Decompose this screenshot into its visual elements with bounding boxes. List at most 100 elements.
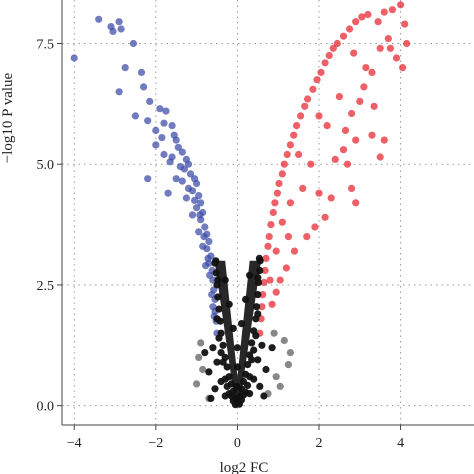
data-point-up [280,160,288,168]
data-point-down [160,150,168,159]
data-point-up [272,288,280,296]
data-point-down [184,184,193,192]
data-point-up [380,136,388,144]
data-point-down [158,134,166,142]
data-point-down [199,242,207,250]
data-point-ns [268,344,276,352]
data-point-up [297,112,305,120]
data-point-ns [205,368,213,376]
data-point-ns [239,391,248,399]
data-point-down [174,143,182,151]
data-point-up [368,131,376,139]
data-point-down [129,39,137,48]
data-point-up [283,150,291,159]
data-point-ns_light [193,380,201,388]
data-point-down [182,194,190,202]
data-point-up [293,122,301,130]
data-point-ns [248,356,256,364]
y-axis-title: −log10 P value [0,72,16,163]
data-points [70,1,411,409]
data-point-down [117,25,125,33]
data-point-ns [219,341,227,349]
data-point-up [397,1,405,9]
data-point-up [267,221,275,229]
data-point-up [313,76,321,84]
data-point-up [348,109,356,118]
data-point-down [137,68,146,76]
data-point-down [188,211,197,219]
data-point-down [205,237,213,246]
data-point-ns [233,344,241,352]
data-point-up [352,136,360,144]
data-point-up [266,276,274,284]
data-point-up [276,276,284,284]
data-point-down [115,18,123,26]
data-point-down [144,117,152,125]
data-point-down [160,119,168,127]
data-point-down [197,199,205,207]
x-tick-label: 0 [234,436,241,451]
data-point-up [376,153,384,161]
data-point-ns_light [270,329,278,337]
data-point-down [156,105,164,113]
data-point-up [339,146,348,154]
data-point-up [376,44,384,52]
data-point-up [272,247,280,255]
data-point-up [295,150,303,159]
data-point-up [315,112,323,120]
data-point-ns_light [286,349,294,357]
ns-density-core [214,260,262,406]
data-point-up [325,51,333,60]
data-point-up [374,18,382,26]
data-point-up [307,160,315,168]
data-point-down [172,175,180,183]
data-point-ns [258,341,266,349]
data-point-ns [209,344,217,352]
data-point-down [184,160,193,168]
data-point-up [284,233,292,241]
x-axis-title: log2 FC [220,460,269,474]
data-point-ns [213,315,221,323]
data-point-down [109,27,117,35]
data-point-ns [219,358,227,366]
data-point-down [95,15,103,23]
y-tick-label: 7.5 [37,37,55,52]
data-point-up [261,266,269,275]
data-point-up [380,8,388,16]
data-point-down [191,196,199,204]
data-point-ns_light [280,336,288,345]
data-point-down [209,303,217,311]
data-point-down [121,64,129,72]
data-point-down [140,83,148,91]
data-point-down [204,254,212,262]
x-tick-label: −4 [67,436,82,451]
data-point-up [392,54,401,62]
axes [57,0,474,430]
data-point-up [304,95,312,103]
x-tick-label: 2 [315,436,322,451]
data-point-ns [260,392,268,400]
data-point-down [162,107,170,115]
data-point-up [341,126,350,134]
data-point-up [278,218,286,226]
y-tick-label: 2.5 [37,279,55,294]
data-point-ns [244,381,252,389]
data-point-up [339,32,348,40]
data-point-up [343,160,352,168]
data-point-up [260,278,268,287]
data-point-up [327,194,335,202]
data-point-up [333,39,341,48]
data-point-ns [217,377,225,386]
data-point-up [309,85,317,93]
data-point-down [70,54,78,62]
data-point-up [282,264,290,272]
tick-labels: −4 −2 0 2 4 0.0 2.5 5.0 7.5 [37,37,405,451]
data-point-up [329,44,337,52]
data-point-ns_light [272,373,280,381]
data-point-down [172,136,180,144]
data-point-ns [227,392,235,400]
data-point-up [303,233,311,241]
data-point-ns [213,358,221,366]
data-point-up [268,300,276,308]
